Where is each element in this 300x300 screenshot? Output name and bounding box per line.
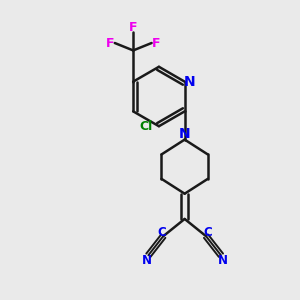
Text: N: N — [179, 127, 190, 141]
Text: F: F — [152, 37, 160, 50]
Text: N: N — [142, 254, 152, 267]
Text: Cl: Cl — [140, 120, 153, 133]
Text: N: N — [218, 254, 227, 267]
Text: C: C — [158, 226, 166, 239]
Text: N: N — [184, 75, 196, 88]
Text: F: F — [106, 37, 115, 50]
Text: F: F — [129, 21, 137, 34]
Text: C: C — [203, 226, 212, 239]
